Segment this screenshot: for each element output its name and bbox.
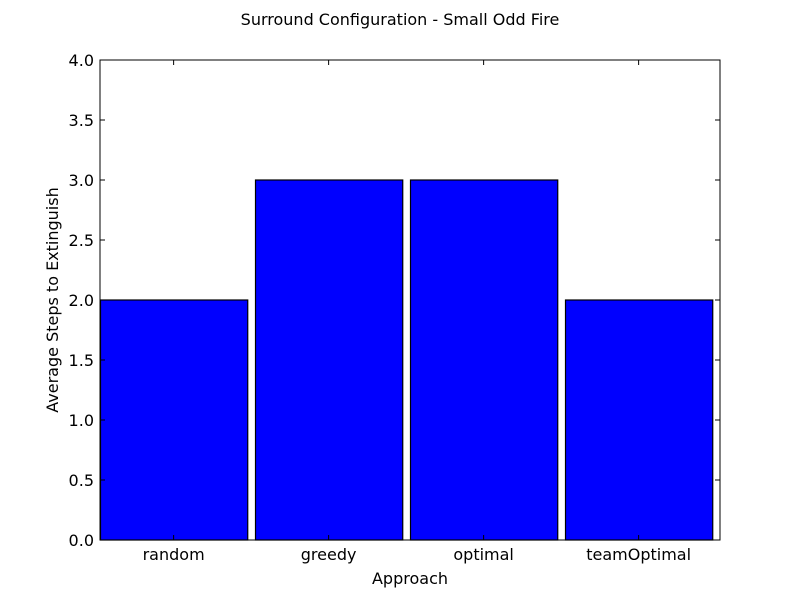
x-tick-label: greedy [301,545,357,564]
y-tick-label: 1.5 [69,351,94,370]
bars-layer [99,179,714,541]
x-tick-label: random [143,545,205,564]
y-tick-label: 4.0 [69,51,94,70]
bar-random [99,299,249,541]
bar-optimal [409,179,559,541]
y-tick-label: 0.5 [69,471,94,490]
x-tick-label: teamOptimal [586,545,691,564]
chart-title: Surround Configuration - Small Odd Fire [241,10,560,29]
bar-teamOptimal [564,299,714,541]
y-tick-label: 2.5 [69,231,94,250]
x-axis-label: Approach [372,569,448,588]
x-tick-label: optimal [453,545,514,564]
y-tick-label: 0.0 [69,531,94,550]
y-tick-label: 1.0 [69,411,94,430]
y-axis-label: Average Steps to Extinguish [43,187,62,412]
y-tick-label: 3.5 [69,111,94,130]
x-tick-labels: random greedy optimal teamOptimal [143,545,691,564]
bar-greedy [254,179,404,541]
y-tick-label: 3.0 [69,171,94,190]
ticks-layer [100,59,720,541]
y-tick-label: 2.0 [69,291,94,310]
y-tick-labels: 0.0 0.5 1.0 1.5 2.0 2.5 3.0 3.5 4.0 [69,51,94,550]
